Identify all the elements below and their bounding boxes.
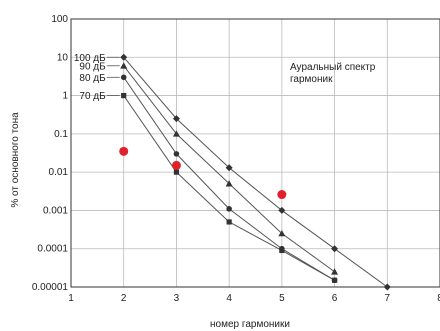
series-0-point-4 bbox=[331, 245, 339, 253]
series-4-point-0 bbox=[119, 146, 129, 156]
annotation-line-2: гармоник bbox=[290, 74, 333, 85]
series-line-0 bbox=[123, 56, 388, 288]
series-4-point-1 bbox=[171, 160, 181, 170]
series-0-point-2 bbox=[225, 164, 233, 172]
x-tick-label: 1 bbox=[68, 293, 74, 304]
series-2-point-0 bbox=[120, 74, 127, 81]
x-tick-label: 4 bbox=[226, 293, 232, 304]
x-axis-label: номер гармоники bbox=[210, 319, 290, 330]
series-1-point-0 bbox=[120, 62, 128, 69]
y-tick-label: 0.1 bbox=[54, 129, 68, 140]
series-1-point-3 bbox=[278, 229, 286, 237]
series-0-point-3 bbox=[278, 206, 286, 214]
series-2-point-2 bbox=[226, 206, 232, 212]
series-1-point-1 bbox=[172, 130, 180, 137]
x-tick-labels: 1 2 3 4 5 6 7 8 bbox=[68, 293, 440, 304]
series-label-0: 100 дБ bbox=[74, 53, 106, 64]
series-3-point-0 bbox=[121, 92, 127, 99]
series-3-point-4 bbox=[331, 277, 338, 283]
series-0-point-0 bbox=[120, 53, 128, 61]
series-1-point-4 bbox=[331, 268, 339, 275]
y-tick-label: 0.00001 bbox=[32, 282, 69, 293]
x-tick-label: 7 bbox=[385, 293, 391, 304]
plot-frame bbox=[70, 18, 440, 288]
x-tick-label: 6 bbox=[332, 293, 338, 304]
y-tick-label: 1 bbox=[62, 91, 68, 102]
y-tick-label: 0.001 bbox=[43, 205, 68, 216]
y-tick-label: 100 bbox=[51, 14, 68, 25]
series-3-point-2 bbox=[226, 219, 232, 225]
series-2-point-1 bbox=[173, 151, 180, 157]
grid bbox=[70, 18, 440, 288]
series-0-point-1 bbox=[172, 115, 180, 123]
x-tick-label: 3 bbox=[174, 293, 180, 304]
series-label-1: 90 дБ bbox=[79, 61, 106, 72]
series-label-3: 70 дБ bbox=[79, 91, 106, 102]
series-3-point-3 bbox=[279, 247, 285, 254]
x-tick-label: 2 bbox=[121, 293, 127, 304]
y-axis-label: % от основного тона bbox=[10, 112, 21, 208]
y-tick-label: 0.01 bbox=[49, 167, 69, 178]
series-4-point-2 bbox=[277, 190, 287, 200]
series-markers bbox=[119, 53, 391, 291]
y-tick-labels: 0.00001 0.0001 0.001 0.01 0.1 1 10 100 bbox=[32, 14, 69, 293]
y-tick-label: 10 bbox=[57, 52, 69, 63]
annotation-line-1: Ауральный спектр bbox=[290, 62, 376, 73]
x-tick-label: 5 bbox=[279, 293, 285, 304]
y-tick-label: 0.0001 bbox=[37, 244, 68, 255]
series-label-2: 80 дБ bbox=[79, 73, 106, 84]
x-tick-label: 8 bbox=[437, 293, 440, 304]
series-3-point-1 bbox=[173, 169, 180, 175]
series-1-point-2 bbox=[225, 180, 233, 187]
